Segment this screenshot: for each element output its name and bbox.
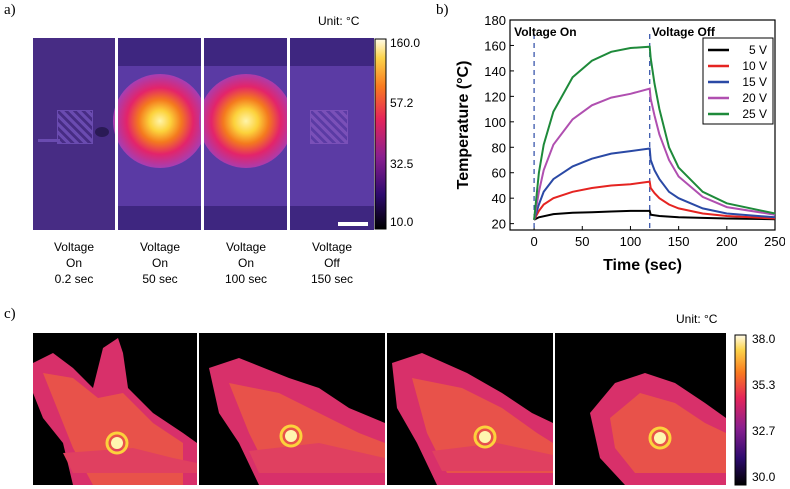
panel-a-colorbar (374, 38, 387, 230)
panel-a-unit: Unit: °C (318, 14, 360, 28)
legend-entry: 10 V (742, 59, 767, 73)
hot-spot (199, 74, 293, 168)
colorbar-a-tick: 57.2 (390, 96, 414, 110)
thermal-frame-2 (113, 38, 207, 230)
thermal-frame-3 (199, 38, 293, 230)
thermal-frame-1 (33, 38, 115, 230)
colorbar-a-tick: 32.5 (390, 157, 414, 171)
legend-entry: 15 V (742, 75, 767, 89)
y-tick-label: 140 (484, 64, 506, 79)
colorbar-a-tick: 160.0 (390, 36, 421, 50)
hot-spot (113, 74, 207, 168)
colorbar-c-tick: 35.3 (752, 378, 776, 392)
panel-c-hand-images (33, 333, 726, 485)
hand-thermal-image-4 (555, 333, 726, 485)
scale-bar (338, 222, 368, 226)
caption-frame-4: Voltage Off 150 sec (310, 240, 354, 286)
series-line-5v (533, 209, 776, 221)
legend-entry: 20 V (742, 91, 767, 105)
series-line-20v (533, 87, 776, 220)
x-tick-label: 50 (575, 234, 589, 249)
y-tick-label: 20 (492, 217, 506, 232)
series-line-25v (533, 45, 776, 220)
heater-pattern (57, 110, 93, 144)
x-tick-label: 100 (620, 234, 642, 249)
plot-frame (509, 19, 776, 231)
y-tick-label: 40 (492, 191, 506, 206)
caption-frame-2: Voltage On 50 sec (139, 240, 181, 286)
panel-c-unit: Unit: °C (676, 312, 718, 326)
hand-thermal-image-3 (387, 333, 553, 485)
y-tick-label: 100 (484, 115, 506, 130)
colorbar-a-tick: 10.0 (390, 215, 414, 229)
x-tick-label: 200 (716, 234, 738, 249)
y-axis-label: Temperature (°C) (455, 61, 472, 190)
x-tick-label: 0 (530, 234, 537, 249)
panel-c-label: c) (4, 306, 16, 322)
caption-frame-3: Voltage On 100 sec (224, 240, 268, 286)
panel-a-label: a) (4, 2, 16, 18)
voltage-annotation: Voltage Off (652, 25, 716, 39)
legend-entry: 25 V (742, 107, 767, 121)
x-tick-label: 150 (668, 234, 690, 249)
voltage-annotation: Voltage On (514, 25, 576, 39)
legend-entry: 5 V (749, 43, 767, 57)
colorbar-c-tick: 32.7 (752, 424, 776, 438)
panel-a-thermal-images (33, 38, 374, 230)
colorbar-c-tick: 30.0 (752, 470, 776, 484)
series-line-10v (533, 180, 776, 221)
hand-thermal-image-2 (199, 333, 385, 485)
colorbar-c-tick: 38.0 (752, 332, 776, 346)
temperature-chart: 20 40 60 80 100 120 140 160 180 0 50 100 150 200 250 Ti… (455, 13, 785, 274)
y-tick-label: 160 (484, 38, 506, 53)
y-tick-label: 60 (492, 166, 506, 181)
panel-c-colorbar (734, 334, 747, 486)
thermal-frame-4 (290, 38, 374, 230)
series-line-15v (533, 147, 776, 221)
y-tick-label: 120 (484, 89, 506, 104)
x-axis-label: Time (sec) (603, 257, 682, 274)
y-tick-label: 180 (484, 13, 506, 28)
x-tick-label: 250 (764, 234, 785, 249)
caption-frame-1: Voltage On 0.2 sec (53, 240, 95, 286)
panel-b-label: b) (436, 2, 449, 18)
y-tick-label: 80 (492, 140, 506, 155)
hand-thermal-image-1 (33, 333, 197, 485)
